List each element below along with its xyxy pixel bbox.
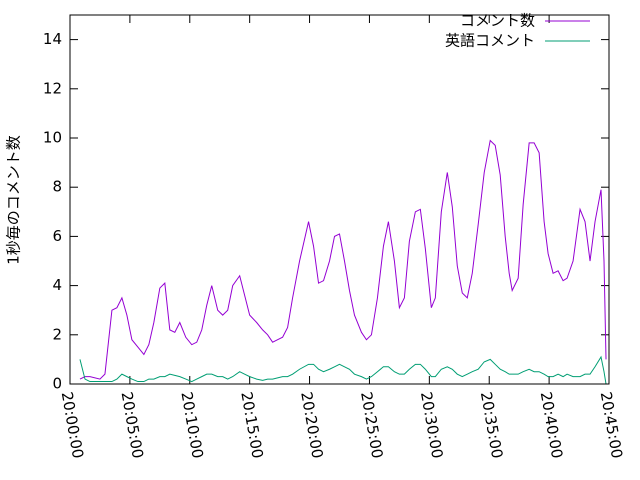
- legend-label: 英語コメント: [445, 32, 535, 50]
- plot-frame: [69, 14, 610, 385]
- y-tick-label: 10: [43, 129, 62, 147]
- y-tick-label: 14: [43, 30, 62, 48]
- y-tick-label: 8: [52, 178, 62, 196]
- series-line: [79, 355, 607, 385]
- y-tick-label: 2: [52, 325, 62, 343]
- y-tick-label: 12: [43, 79, 62, 97]
- y-tick-label: 4: [52, 276, 62, 294]
- y-tick-label: 6: [52, 227, 62, 245]
- legend-label: コメント数: [460, 12, 535, 30]
- series-line: [79, 139, 607, 380]
- y-axis-label: 1秒毎のコメント数: [5, 135, 23, 265]
- y-tick-label: 0: [52, 375, 62, 393]
